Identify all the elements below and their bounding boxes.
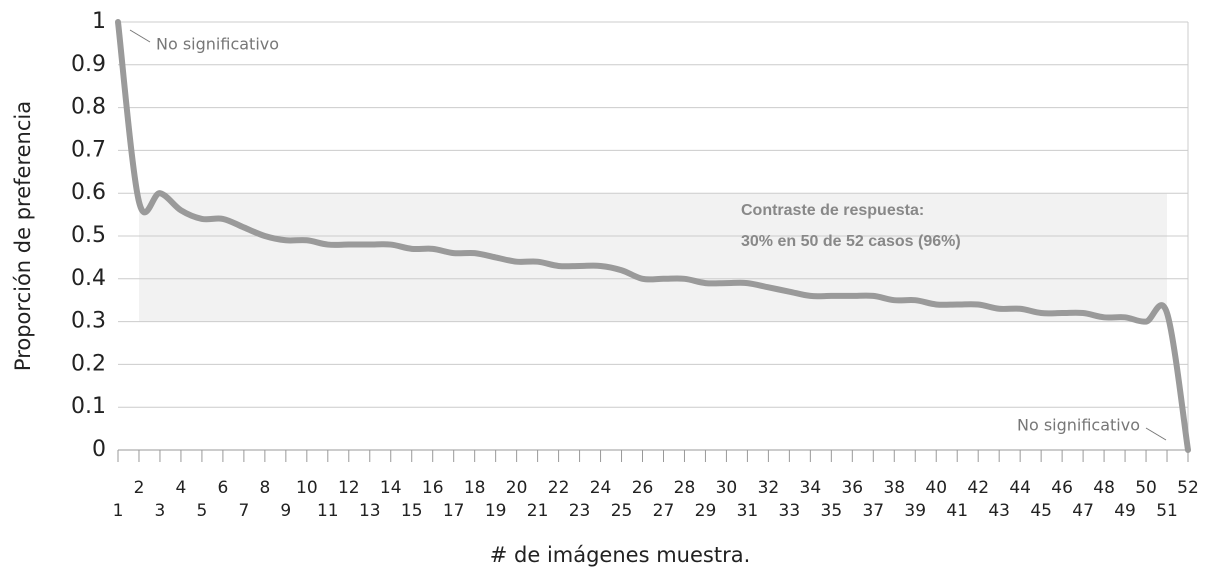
y-tick-label: 0 — [92, 437, 106, 462]
x-tick-label: 23 — [569, 501, 591, 521]
x-tick-label: 51 — [1156, 501, 1178, 521]
x-tick-label: 52 — [1177, 478, 1199, 498]
x-tick-label: 43 — [988, 501, 1010, 521]
x-tick-label: 6 — [217, 478, 228, 498]
x-tick-label: 13 — [359, 501, 381, 521]
y-tick-label: 0.8 — [71, 95, 106, 120]
y-tick-label: 0.2 — [71, 351, 106, 376]
annotation-pointer — [129, 29, 151, 43]
y-tick-label: 0.5 — [71, 223, 106, 248]
y-tick-label: 1 — [92, 9, 106, 34]
x-tick-label: 20 — [506, 478, 528, 498]
x-tick-label: 49 — [1114, 501, 1136, 521]
x-tick-label: 40 — [925, 478, 947, 498]
y-tick-label: 0.4 — [71, 266, 106, 291]
x-tick-label: 48 — [1093, 478, 1115, 498]
x-tick-label: 5 — [197, 501, 208, 521]
x-tick-label: 34 — [800, 478, 822, 498]
x-tick-label: 7 — [238, 501, 249, 521]
annotation: No significativo — [1017, 416, 1140, 435]
x-tick-label: 46 — [1051, 478, 1073, 498]
x-tick-label: 45 — [1030, 501, 1052, 521]
x-tick-label: 11 — [317, 501, 339, 521]
x-tick-label: 27 — [653, 501, 675, 521]
x-tick-label: 21 — [527, 501, 549, 521]
x-tick-label: 4 — [176, 478, 187, 498]
x-tick-label: 3 — [155, 501, 166, 521]
x-tick-label: 30 — [716, 478, 738, 498]
annotation: Contraste de respuesta: — [741, 202, 924, 219]
x-tick-label: 38 — [883, 478, 905, 498]
x-tick-label: 9 — [280, 501, 291, 521]
y-tick-label: 0.6 — [71, 180, 106, 205]
y-axis-label: Proporción de preferencia — [11, 101, 35, 371]
annotation: 30% en 50 de 52 casos (96%) — [741, 233, 961, 250]
x-axis-label: # de imágenes muestra. — [490, 543, 751, 567]
x-tick-label: 41 — [946, 501, 968, 521]
x-tick-label: 47 — [1072, 501, 1094, 521]
x-tick-label: 1 — [113, 501, 124, 521]
x-tick-label: 16 — [422, 478, 444, 498]
x-tick-label: 32 — [758, 478, 780, 498]
x-tick-label: 44 — [1009, 478, 1031, 498]
y-tick-label: 0.3 — [71, 309, 106, 334]
annotation: No significativo — [156, 35, 279, 54]
x-tick-label: 36 — [841, 478, 863, 498]
x-tick-label: 35 — [821, 501, 843, 521]
x-tick-label: 14 — [380, 478, 402, 498]
y-tick-label: 0.9 — [71, 52, 106, 77]
x-tick-label: 17 — [443, 501, 465, 521]
x-tick-label: 18 — [464, 478, 486, 498]
data-line — [115, 19, 1191, 453]
x-tick-label: 33 — [779, 501, 801, 521]
x-tick-label: 19 — [485, 501, 507, 521]
x-tick-label: 8 — [259, 478, 270, 498]
response-band — [138, 193, 1168, 322]
x-tick-label: 10 — [296, 478, 318, 498]
y-tick-label: 0.7 — [71, 137, 106, 162]
x-tick-label: 31 — [737, 501, 759, 521]
x-tick-label: 42 — [967, 478, 989, 498]
x-tick-label: 29 — [695, 501, 717, 521]
x-tick-label: 2 — [134, 478, 145, 498]
x-tick-label: 22 — [548, 478, 570, 498]
x-tick-label: 25 — [611, 501, 633, 521]
y-tick-label: 0.1 — [71, 394, 106, 419]
annotation-pointer — [1145, 427, 1167, 441]
x-tick-label: 28 — [674, 478, 696, 498]
x-tick-label: 15 — [401, 501, 423, 521]
x-tick-label: 39 — [904, 501, 926, 521]
x-tick-label: 26 — [632, 478, 654, 498]
x-tick-label: 24 — [590, 478, 612, 498]
x-tick-label: 12 — [338, 478, 360, 498]
x-tick-label: 37 — [862, 501, 884, 521]
x-tick-label: 50 — [1135, 478, 1157, 498]
